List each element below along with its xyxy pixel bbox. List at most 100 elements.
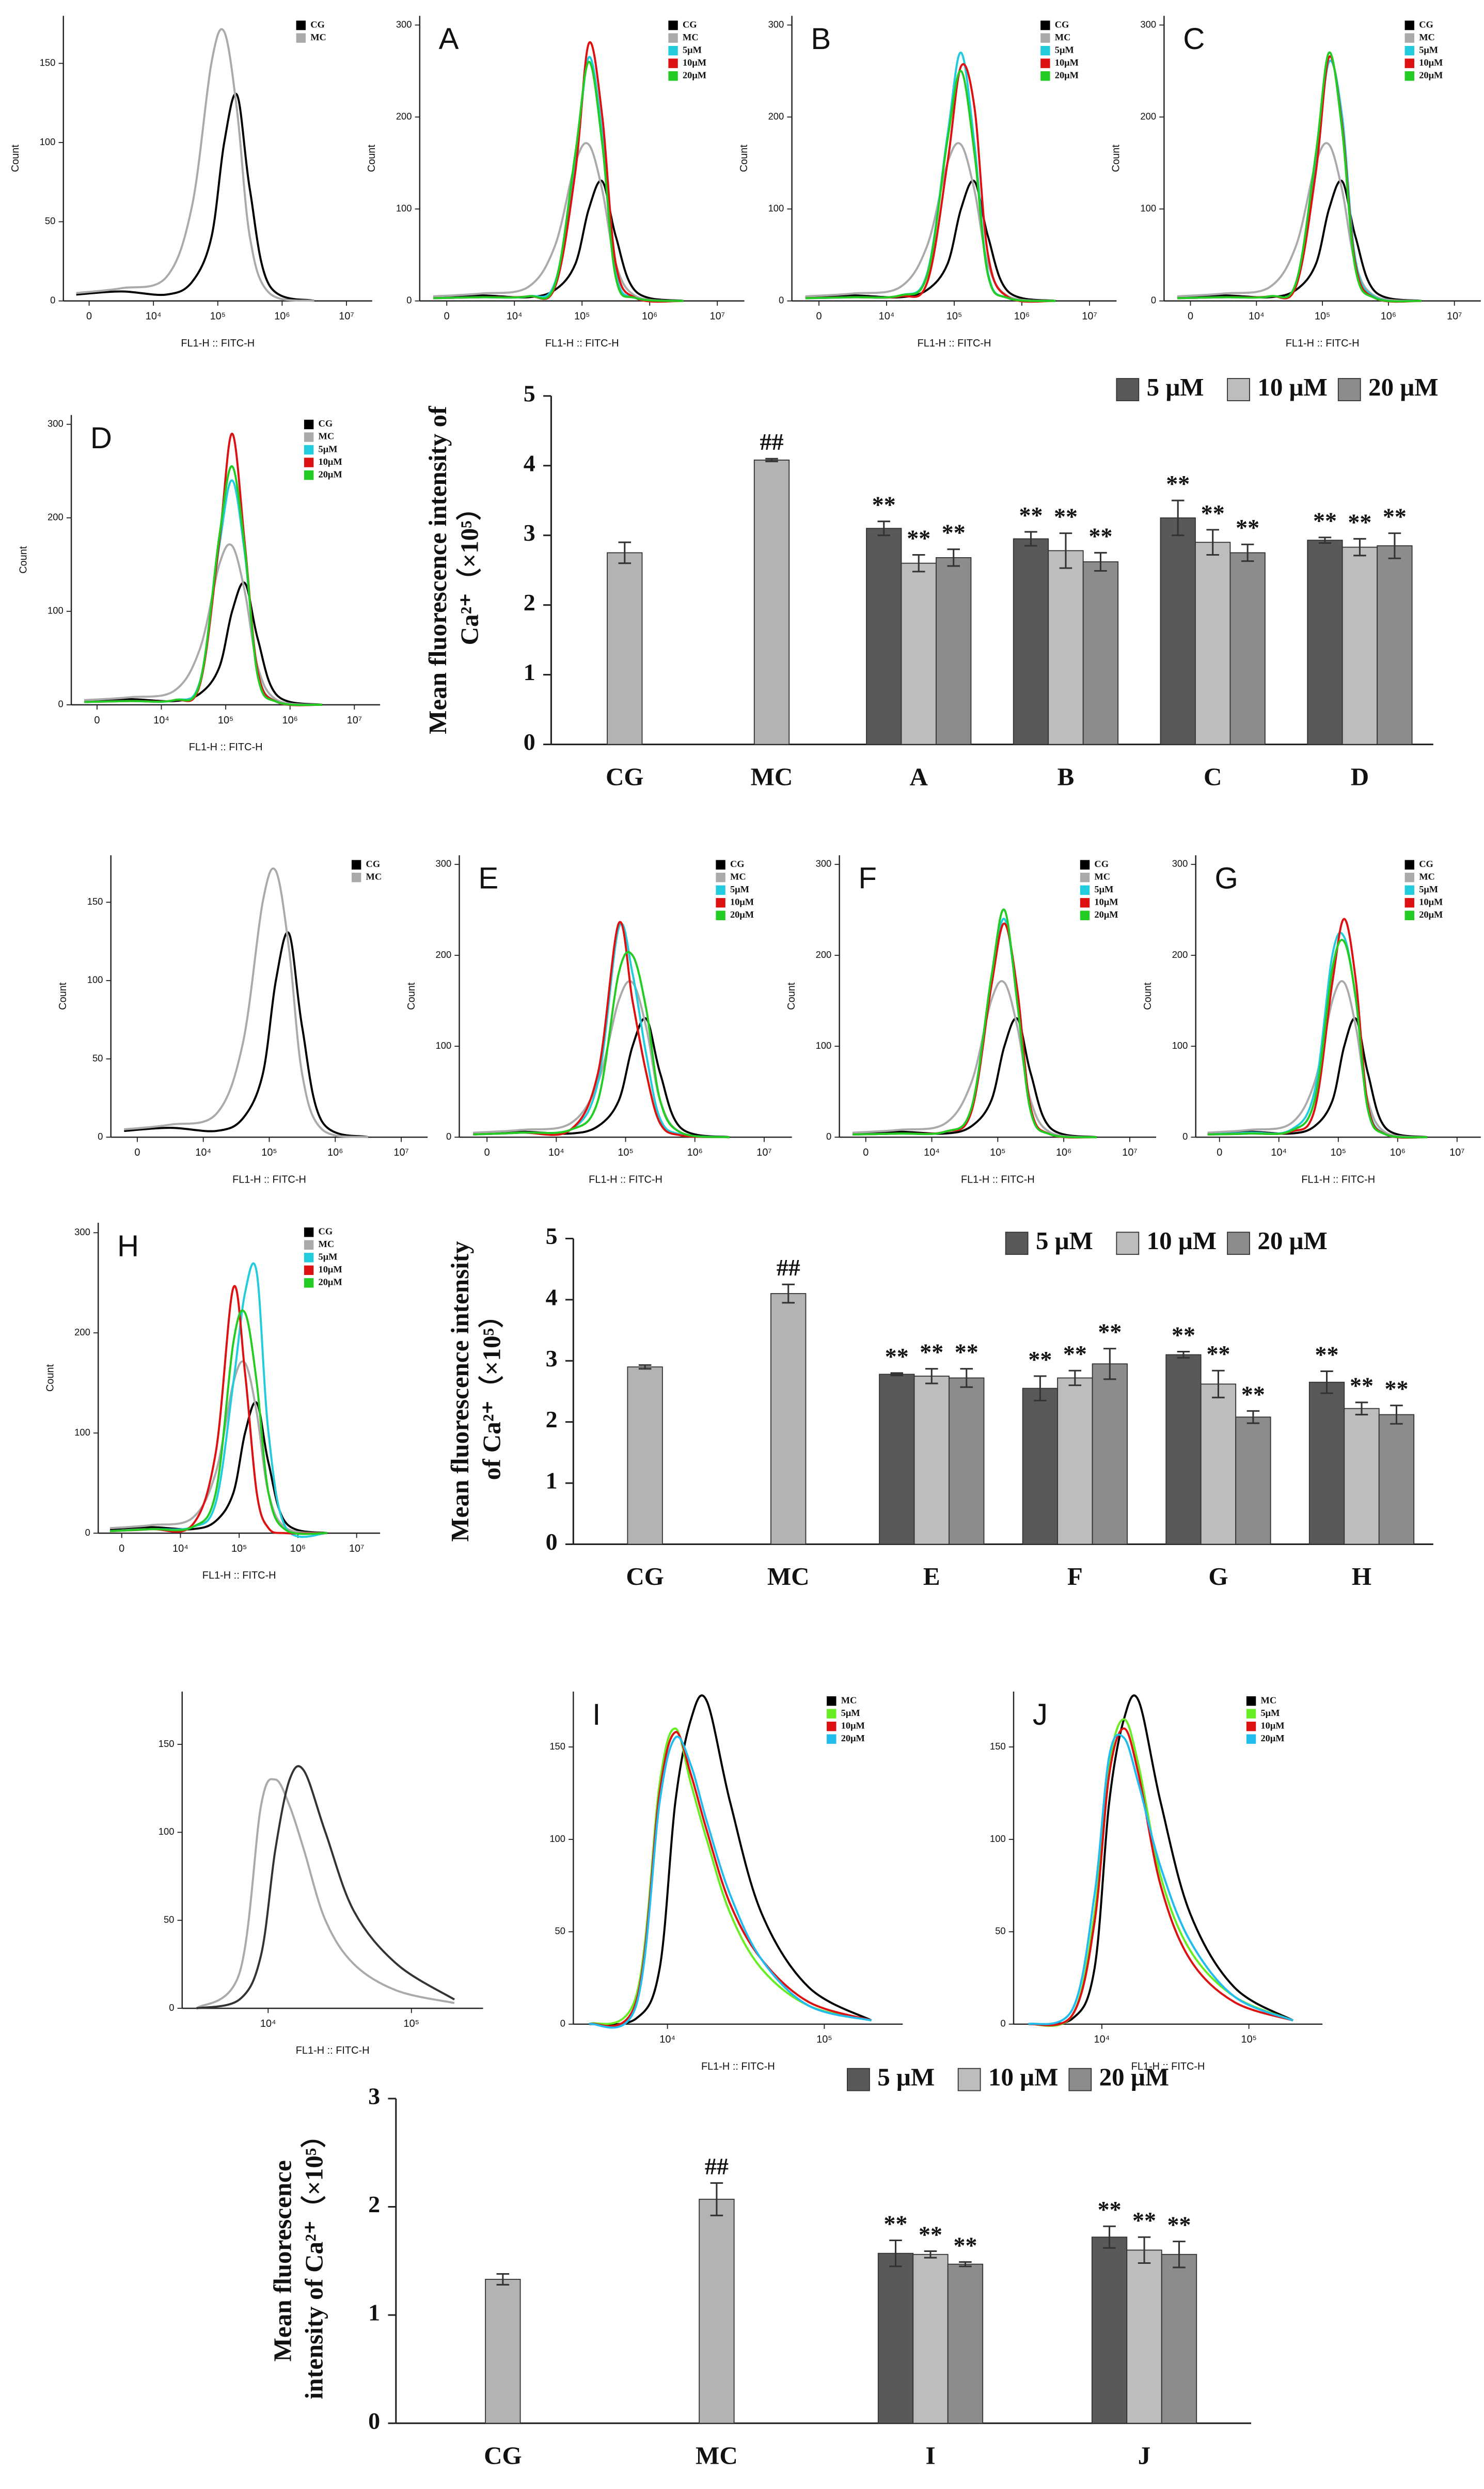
x-axis-label: FL1-H :: FITC-H (1131, 2061, 1205, 2072)
legend-swatch (668, 58, 678, 68)
significance-label: ** (1315, 1341, 1339, 1367)
legend-label: 10 μM (1257, 373, 1327, 401)
y-tick-label: 0 (169, 2002, 174, 2013)
histogram-curve (109, 1309, 327, 1535)
legend-swatch (351, 872, 361, 883)
significance-label: ** (1088, 523, 1112, 549)
legend-swatch (1116, 378, 1140, 401)
y-tick-label: 50 (92, 1052, 103, 1063)
x-tick-label: 10⁵ (210, 311, 226, 322)
error-bar (1388, 532, 1401, 559)
legend-swatch (1246, 1721, 1256, 1731)
legend-label: 20μM (683, 70, 706, 80)
x-tick-label: J (1138, 2441, 1151, 2469)
panel-label: D (90, 421, 112, 455)
y-axis-label: Mean fluorescence intensity of (423, 406, 452, 734)
y-axis-label: Count (1142, 982, 1154, 1010)
legend-label: 5μM (1419, 884, 1438, 894)
y-tick-label: 0 (560, 2018, 565, 2029)
legend-swatch (304, 1265, 314, 1275)
histogram-curve (433, 142, 684, 302)
legend-swatch (1080, 860, 1090, 870)
x-tick-label: 0 (1217, 1147, 1222, 1158)
bar (913, 1375, 950, 1545)
legend-label: 5μM (1419, 44, 1438, 55)
y-axis-label: Ca²⁺（×10⁵） (455, 495, 483, 645)
panel-label: F (858, 862, 877, 895)
x-tick-label: 0 (1188, 311, 1193, 322)
panel-label: J (1033, 1698, 1048, 1731)
significance-label: ** (1019, 502, 1043, 528)
bar (877, 2252, 914, 2424)
y-tick-label: 100 (159, 1826, 175, 1837)
histogram-curve (473, 951, 730, 1139)
legend-swatch (716, 910, 725, 921)
x-tick-label: 10⁴ (260, 2018, 276, 2029)
legend-label: 10μM (683, 57, 706, 68)
bar (1126, 2249, 1162, 2424)
error-bar (912, 554, 925, 573)
y-tick-label: 50 (995, 1926, 1005, 1936)
y-axis-label: Count (1111, 145, 1122, 172)
x-axis-label: FL1-H :: FITC-H (296, 2045, 370, 2056)
x-tick-label: MC (751, 762, 793, 791)
legend-label: 5 μM (877, 2062, 935, 2091)
error-bar (1212, 1369, 1225, 1398)
bar (485, 2279, 521, 2424)
legend-swatch (1404, 872, 1414, 883)
x-tick-label: 10⁴ (548, 1147, 564, 1158)
legend-swatch (1404, 45, 1414, 56)
y-tick-label: 3 (546, 1345, 558, 1372)
y-tick-label: 200 (435, 949, 451, 960)
y-tick-label: 0 (50, 295, 55, 306)
x-axis-label: FL1-H :: FITC-H (181, 338, 255, 349)
significance-label: ** (955, 1339, 978, 1365)
legend-label: CG (730, 859, 745, 869)
histogram-curve (1028, 1694, 1294, 2026)
y-tick-label: 100 (1140, 203, 1156, 214)
legend-swatch (1404, 33, 1414, 43)
x-tick-label: 10⁷ (349, 1543, 364, 1554)
histogram-curve (852, 980, 1097, 1139)
x-tick-label: 10⁵ (946, 311, 962, 322)
x-tick-label: 10⁶ (282, 715, 298, 726)
legend-label: 10μM (1055, 57, 1079, 68)
significance-label: ## (705, 2153, 729, 2179)
legend-swatch (304, 419, 314, 430)
bar (1160, 517, 1196, 745)
panel-label: B (811, 22, 831, 56)
x-tick-label: 10⁴ (146, 311, 162, 322)
legend-swatch (1404, 71, 1414, 81)
error-bar (496, 2273, 510, 2286)
bar (866, 528, 902, 745)
x-tick-label: 10⁴ (153, 715, 169, 726)
y-tick-label: 150 (40, 57, 56, 68)
legend-label: MC (1419, 32, 1435, 42)
error-bar (1103, 1348, 1116, 1380)
y-tick-label: 100 (990, 1833, 1006, 1844)
legend-label: MC (319, 431, 335, 442)
y-tick-label: 200 (48, 512, 64, 523)
legend-swatch (1040, 58, 1050, 68)
legend-swatch (1404, 58, 1414, 68)
x-axis-label: FL1-H :: FITC-H (232, 1174, 306, 1185)
y-axis-label: Mean fluorescence (268, 2160, 296, 2361)
y-tick-label: 100 (40, 136, 56, 147)
error-bar (782, 1283, 795, 1304)
y-tick-label: 200 (1140, 111, 1156, 121)
y-tick-label: 5 (546, 1223, 558, 1249)
legend-swatch (827, 1709, 836, 1719)
histogram-curve (1207, 980, 1428, 1139)
x-tick-label: 10⁷ (347, 715, 362, 726)
legend-label: 5μM (683, 44, 702, 55)
x-tick-label: CG (626, 1562, 664, 1590)
legend-swatch (304, 1253, 314, 1263)
x-tick-label: G (1208, 1562, 1228, 1590)
error-bar (1355, 1401, 1368, 1415)
bar (879, 1374, 915, 1545)
x-tick-label: CG (484, 2441, 522, 2469)
legend-swatch (1227, 1232, 1250, 1255)
x-tick-label: 10⁶ (274, 311, 290, 322)
